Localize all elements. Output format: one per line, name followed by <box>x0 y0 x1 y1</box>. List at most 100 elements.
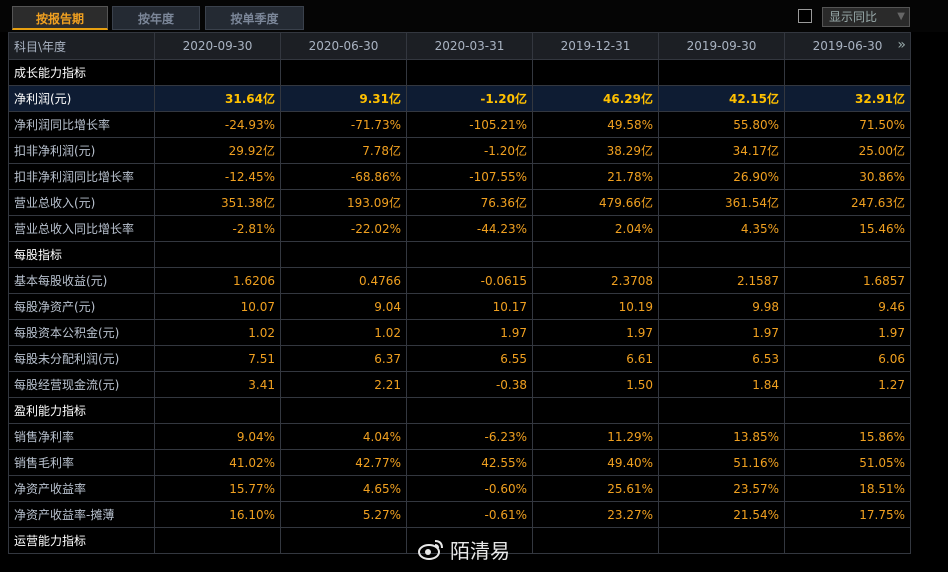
header-subject-year: 科目\年度 <box>8 32 155 60</box>
cell-value: -107.55% <box>406 163 533 190</box>
weibo-icon <box>418 540 443 560</box>
row-label: 销售毛利率 <box>8 449 155 476</box>
cell-value: 15.46% <box>784 215 911 242</box>
table-row: 扣非净利润同比增长率 -12.45% -68.86% -107.55% 21.78% 26… <box>8 163 911 190</box>
top-bar: 按报告期 按年度 按单季度 显示同比 ▼ <box>0 0 948 32</box>
double-chevron-right-icon[interactable]: » <box>897 37 906 53</box>
cell-value: 15.86% <box>784 423 911 450</box>
table-row: 净利润(元) 31.64亿 9.31亿 -1.20亿 46.29亿 42.15亿 32.91… <box>8 85 911 112</box>
cell-value: 1.02 <box>154 319 281 346</box>
cell-value: 10.17 <box>406 293 533 320</box>
empty-cell <box>280 397 407 424</box>
cell-value: 18.51% <box>784 475 911 502</box>
header-period-label: 2019-06-30 <box>812 39 883 53</box>
cell-value: 1.97 <box>532 319 659 346</box>
cell-value: -22.02% <box>280 215 407 242</box>
table-row: 营业总收入(元) 351.38亿 193.09亿 76.36亿 479.66亿 361.5… <box>8 189 911 216</box>
cell-value: 5.27% <box>280 501 407 528</box>
section-header-row: 盈利能力指标 <box>8 397 911 424</box>
cell-value: -1.20亿 <box>406 137 533 164</box>
cell-value: 26.90% <box>658 163 785 190</box>
cell-value: -105.21% <box>406 111 533 138</box>
row-label: 运营能力指标 <box>8 527 155 554</box>
tab-by-year[interactable]: 按年度 <box>112 6 200 30</box>
cell-value: -2.81% <box>154 215 281 242</box>
cell-value: 21.78% <box>532 163 659 190</box>
empty-cell <box>658 241 785 268</box>
chevron-down-icon: ▼ <box>897 11 905 22</box>
empty-cell <box>406 59 533 86</box>
header-period[interactable]: 2019-09-30 <box>658 32 785 60</box>
cell-value: -44.23% <box>406 215 533 242</box>
cell-value: 49.58% <box>532 111 659 138</box>
cell-value: 1.97 <box>784 319 911 346</box>
empty-cell <box>784 59 911 86</box>
cell-value: 42.15亿 <box>658 85 785 112</box>
table-row: 每股经营现金流(元) 3.41 2.21 -0.38 1.50 1.84 1.27 <box>8 371 911 398</box>
table-row: 销售净利率 9.04% 4.04% -6.23% 11.29% 13.85% 15.86% <box>8 423 911 450</box>
row-label: 净资产收益率 <box>8 475 155 502</box>
tab-by-report-period[interactable]: 按报告期 <box>12 6 108 30</box>
row-label: 盈利能力指标 <box>8 397 155 424</box>
cell-value: 4.35% <box>658 215 785 242</box>
cell-value: 193.09亿 <box>280 189 407 216</box>
cell-value: 34.17亿 <box>658 137 785 164</box>
table-row: 销售毛利率 41.02% 42.77% 42.55% 49.40% 51.16% 51.05… <box>8 449 911 476</box>
cell-value: 51.16% <box>658 449 785 476</box>
cell-value: 1.6857 <box>784 267 911 294</box>
cell-value: 1.02 <box>280 319 407 346</box>
cell-value: 1.6206 <box>154 267 281 294</box>
watermark-text: 陌清易 <box>450 538 510 563</box>
cell-value: 247.63亿 <box>784 189 911 216</box>
cell-value: 3.41 <box>154 371 281 398</box>
header-period[interactable]: 2019-12-31 <box>532 32 659 60</box>
cell-value: -12.45% <box>154 163 281 190</box>
cell-value: 9.98 <box>658 293 785 320</box>
cell-value: -6.23% <box>406 423 533 450</box>
cell-value: 76.36亿 <box>406 189 533 216</box>
show-yoy-checkbox[interactable] <box>798 9 812 23</box>
empty-cell <box>406 397 533 424</box>
cell-value: -1.20亿 <box>406 85 533 112</box>
tab-by-quarter[interactable]: 按单季度 <box>205 6 304 30</box>
header-period[interactable]: 2019-06-30 » <box>784 32 911 60</box>
cell-value: 1.84 <box>658 371 785 398</box>
table-row: 净资产收益率-摊薄 16.10% 5.27% -0.61% 23.27% 21.54% 17… <box>8 501 911 528</box>
cell-value: 7.78亿 <box>280 137 407 164</box>
cell-value: 6.37 <box>280 345 407 372</box>
table-row: 每股未分配利润(元) 7.51 6.37 6.55 6.61 6.53 6.06 <box>8 345 911 372</box>
table-row: 每股净资产(元) 10.07 9.04 10.17 10.19 9.98 9.46 <box>8 293 911 320</box>
cell-value: -0.0615 <box>406 267 533 294</box>
cell-value: 29.92亿 <box>154 137 281 164</box>
header-period[interactable]: 2020-09-30 <box>154 32 281 60</box>
cell-value: 6.61 <box>532 345 659 372</box>
cell-value: 25.61% <box>532 475 659 502</box>
cell-value: 9.04% <box>154 423 281 450</box>
cell-value: 10.19 <box>532 293 659 320</box>
section-header-row: 运营能力指标 <box>8 527 911 554</box>
cell-value: 0.4766 <box>280 267 407 294</box>
row-label: 销售净利率 <box>8 423 155 450</box>
cell-value: 2.1587 <box>658 267 785 294</box>
cell-value: 30.86% <box>784 163 911 190</box>
empty-cell <box>658 397 785 424</box>
cell-value: 2.04% <box>532 215 659 242</box>
empty-cell <box>532 59 659 86</box>
table-row: 净资产收益率 15.77% 4.65% -0.60% 25.61% 23.57% 18.51… <box>8 475 911 502</box>
cell-value: 361.54亿 <box>658 189 785 216</box>
cell-value: 23.27% <box>532 501 659 528</box>
empty-cell <box>280 527 407 554</box>
show-yoy-select[interactable]: 显示同比 ▼ <box>822 7 910 27</box>
cell-value: 46.29亿 <box>532 85 659 112</box>
empty-cell <box>280 59 407 86</box>
row-label: 每股资本公积金(元) <box>8 319 155 346</box>
header-period[interactable]: 2020-06-30 <box>280 32 407 60</box>
watermark: 陌清易 <box>418 534 510 564</box>
cell-value: 7.51 <box>154 345 281 372</box>
empty-cell <box>532 241 659 268</box>
row-label: 每股经营现金流(元) <box>8 371 155 398</box>
header-period[interactable]: 2020-03-31 <box>406 32 533 60</box>
cell-value: 49.40% <box>532 449 659 476</box>
cell-value: 21.54% <box>658 501 785 528</box>
row-label: 基本每股收益(元) <box>8 267 155 294</box>
